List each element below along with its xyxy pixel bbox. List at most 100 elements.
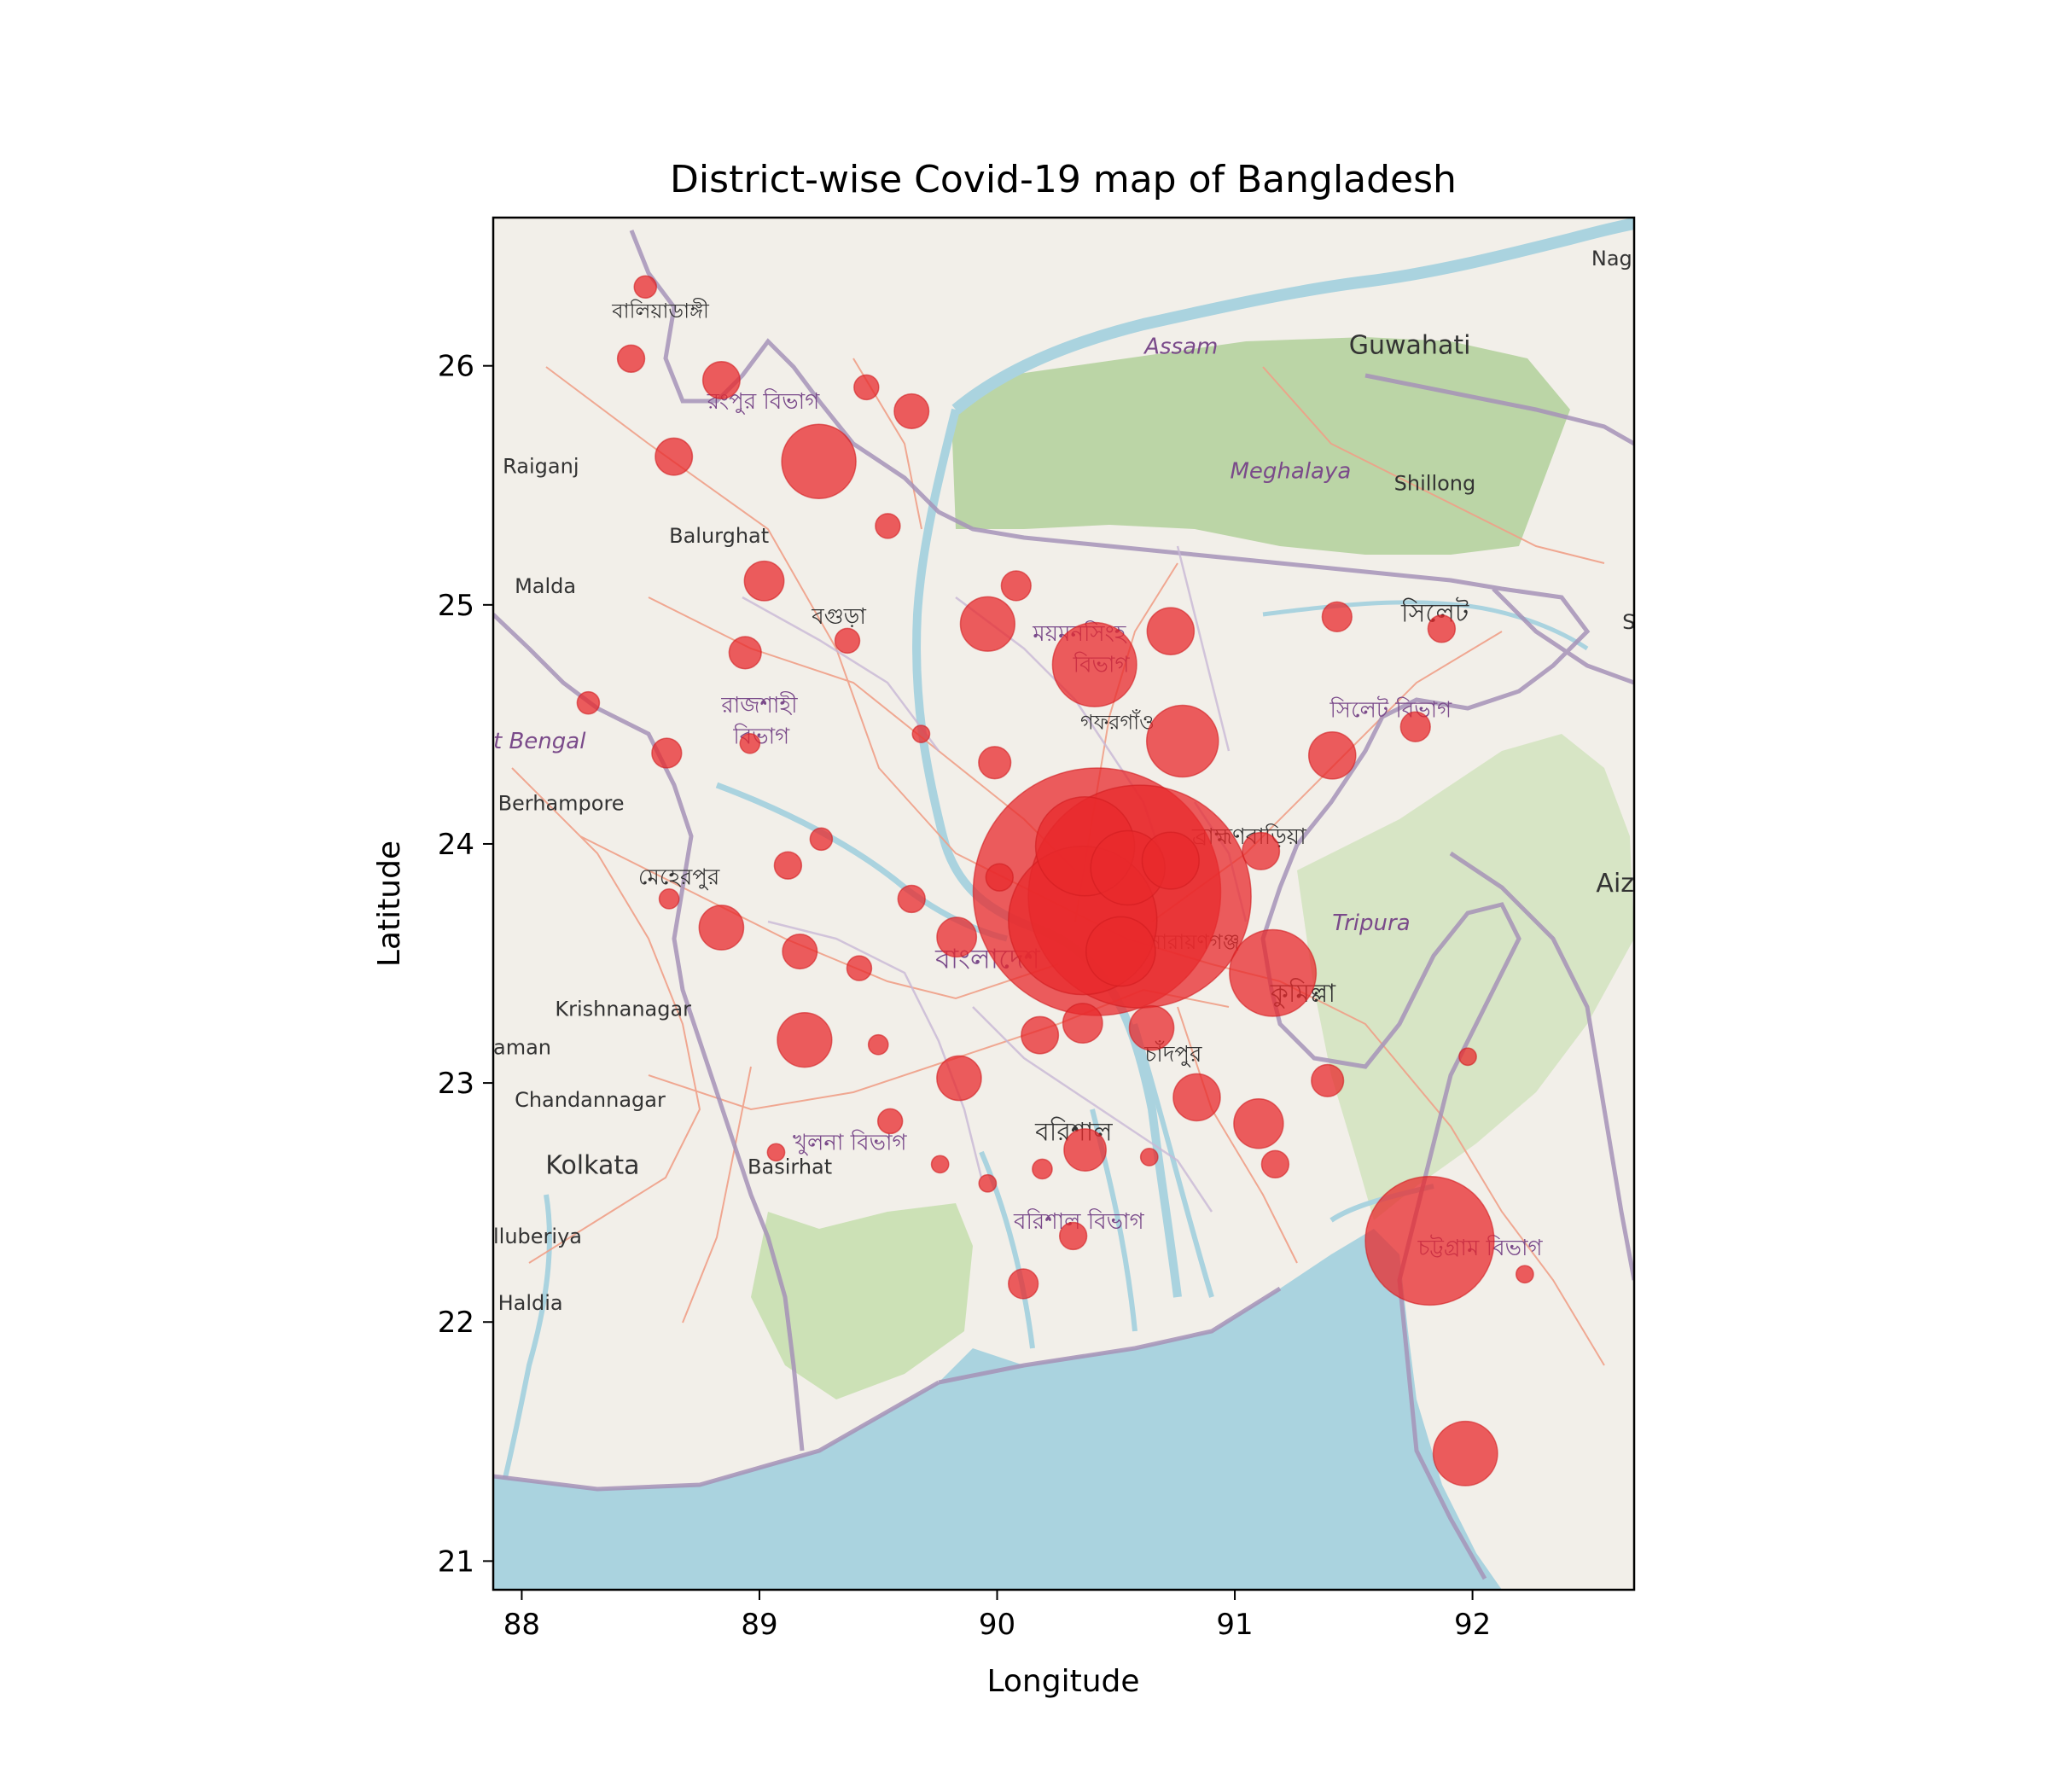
district-bubble [853, 374, 880, 401]
river-brahmaputra [951, 218, 1634, 415]
district-bubble [1307, 731, 1357, 780]
map-place-label: Malda [515, 574, 576, 598]
district-bubble [876, 1108, 904, 1135]
district-bubble [1145, 704, 1219, 778]
y-axis: 21 22 23 24 25 26 [438, 350, 493, 1579]
map-place-label: বালিয়াডাঙ্গী [611, 299, 710, 323]
map-labels: বালিয়াডাঙ্গীরংপুর বিভাগRaiganjBalurghat… [493, 247, 1635, 1315]
district-bubble [834, 627, 861, 655]
hills-north [951, 337, 1570, 555]
district-bubble [1515, 1265, 1534, 1284]
x-tick-label: 90 [979, 1608, 1015, 1642]
district-bubble [867, 1033, 889, 1056]
district-bubble [1085, 916, 1156, 987]
map-place-label: Meghalaya [1230, 458, 1351, 484]
basemap [493, 218, 1634, 1590]
district-bubble [1128, 1004, 1175, 1051]
map-place-label: মেহেরপুর [638, 865, 720, 891]
district-bubble [1062, 1003, 1103, 1044]
district-bubble [782, 933, 818, 970]
map-place-label: Tripura [1332, 911, 1410, 936]
district-bubble [846, 955, 873, 981]
district-bubble [1321, 601, 1353, 632]
map-place-label: lluberiya [493, 1225, 582, 1248]
district-bubble [875, 513, 901, 539]
district-bubble [1000, 570, 1032, 602]
district-bubble [911, 724, 931, 744]
map-place-label: Basirhat [748, 1155, 832, 1179]
river-surma [1262, 600, 1589, 651]
district-bubble [773, 851, 803, 880]
district-bubble [616, 344, 646, 373]
river-hooghly [501, 1194, 552, 1486]
chart-title: District-wise Covid-19 map of Bangladesh [670, 158, 1457, 201]
district-bubble [655, 437, 694, 476]
map-place-label: aman [493, 1035, 551, 1059]
map-place-label: Guwahati [1349, 331, 1471, 361]
x-axis: 88 89 90 91 92 [503, 1590, 1491, 1642]
map-place-label: গফরগাঁও [1080, 709, 1155, 734]
district-bubble [936, 1055, 982, 1102]
district-bubble [651, 737, 683, 769]
district-bubble [728, 636, 762, 670]
district-bubble [1233, 1097, 1284, 1149]
map-place-label: Chandannagar [515, 1088, 666, 1112]
district-bubble [739, 732, 761, 754]
district-bubble [1311, 1063, 1345, 1097]
district-bubble [1139, 1148, 1159, 1167]
y-tick-label: 24 [438, 828, 474, 862]
sea [493, 1229, 1502, 1590]
district-bubble [1432, 1420, 1498, 1487]
map-place-label: বগুড়া [811, 604, 866, 630]
map-place-label: Assam [1143, 335, 1218, 360]
map-place-label: Shillong [1394, 471, 1476, 495]
district-bubble [1427, 614, 1457, 643]
y-tick-label: 25 [438, 589, 474, 623]
map-place-label: Aiz [1596, 869, 1634, 899]
map-place-label: t Bengal [493, 729, 586, 754]
x-axis-label: Longitude [986, 1664, 1139, 1699]
district-bubble [1229, 928, 1318, 1017]
district-bubble [576, 690, 601, 715]
district-bubble [1058, 1221, 1088, 1251]
district-bubble [1141, 831, 1200, 890]
district-bubble [766, 1143, 786, 1162]
district-bubble [936, 916, 978, 958]
district-bubble [1007, 1268, 1039, 1300]
district-bubble [781, 423, 857, 499]
district-bubble [1260, 1149, 1290, 1179]
district-bubble [930, 1155, 950, 1174]
x-tick-label: 88 [503, 1608, 540, 1642]
map-place-label: S [1622, 610, 1635, 634]
district-bubble [809, 827, 834, 852]
district-bubble [658, 888, 680, 910]
district-bubble [893, 393, 930, 429]
y-tick-label: 22 [438, 1306, 474, 1340]
district-bubble [1399, 711, 1431, 742]
district-bubble [1021, 1015, 1060, 1055]
district-bubble [1032, 1158, 1053, 1180]
y-axis-label: Latitude [372, 841, 407, 967]
map-place-label: সিলেট বিভাগ [1329, 695, 1452, 723]
map-place-label: Krishnanagar [555, 998, 691, 1021]
district-bubble [1063, 1128, 1107, 1172]
district-bubble [743, 560, 785, 602]
map-place-label: Balurghat [669, 524, 769, 548]
y-tick-label: 21 [438, 1545, 474, 1579]
map-place-label: Nag [1591, 247, 1632, 271]
y-tick-label: 26 [438, 350, 474, 384]
map-place-label: Raiganj [503, 455, 579, 479]
district-bubble [1242, 831, 1281, 870]
x-tick-label: 91 [1216, 1608, 1253, 1642]
sundarbans [751, 1203, 973, 1399]
map-place-label: Berhampore [498, 792, 625, 816]
district-bubble [698, 905, 745, 951]
district-bubble [1458, 1047, 1477, 1067]
district-bubble [1146, 607, 1196, 655]
district-bubble [1051, 621, 1137, 707]
district-bubble [978, 1173, 998, 1193]
district-bubble [633, 275, 658, 300]
district-bubble [701, 360, 741, 399]
